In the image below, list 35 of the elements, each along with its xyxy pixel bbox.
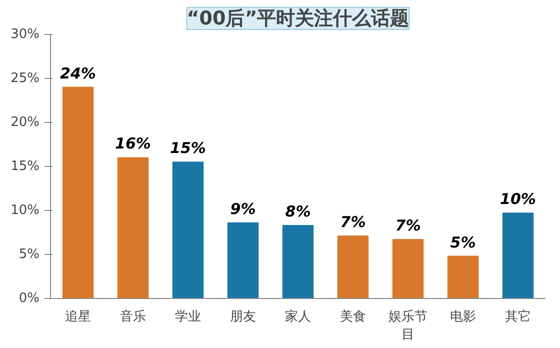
x-tick-label: 家人 (285, 308, 311, 324)
bar (227, 222, 259, 298)
x-tick-label: 美食 (340, 308, 366, 324)
bar (447, 256, 479, 298)
data-label: 7% (395, 216, 421, 235)
bar (337, 236, 369, 298)
bar (282, 224, 314, 298)
y-tick-label: 25% (10, 71, 40, 86)
bar (117, 157, 149, 298)
x-tick-label: 娱乐节目 (388, 310, 428, 342)
chart-title: “00后”平时关注什么话题 (186, 8, 410, 30)
y-tick-label: 30% (10, 27, 40, 42)
data-label: 16% (115, 134, 151, 153)
bar (392, 239, 424, 298)
y-tick-label: 10% (10, 203, 40, 218)
data-label: 15% (170, 139, 206, 158)
x-tick-label: 追星 (65, 310, 91, 324)
data-label: 24% (60, 64, 96, 82)
bar (502, 212, 534, 298)
data-label: 10% (500, 190, 536, 208)
data-label: 5% (450, 233, 476, 252)
bar (62, 86, 94, 298)
data-label: 8% (285, 202, 311, 220)
y-tick-label: 20% (10, 115, 40, 130)
x-tick-label: 其它 (505, 308, 531, 324)
x-tick-label: 电影 (450, 310, 476, 324)
x-tick-label: 音乐 (120, 310, 146, 324)
data-label: 9% (230, 200, 256, 218)
x-tick-label: 朋友 (230, 310, 256, 324)
x-tick-label: 学业 (175, 310, 201, 324)
y-tick-label: 0% (18, 291, 40, 306)
data-label: 7% (340, 213, 366, 232)
y-tick-label: 5% (18, 247, 40, 262)
bar (172, 162, 204, 298)
y-tick-label: 15% (10, 159, 40, 174)
